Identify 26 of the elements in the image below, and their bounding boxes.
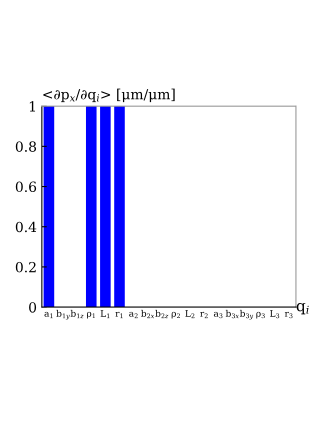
x-tick-label: L$_{3}$	[270, 310, 280, 318]
x-tick-label: ρ$_{3}$	[256, 312, 265, 319]
x-axis-title: q$_{i}$	[296, 303, 309, 314]
x-tick-label: r$_{3}$	[284, 312, 292, 318]
y-tick-label: 1	[30, 101, 36, 112]
x-tick-label: a$_{2}$	[129, 312, 138, 318]
y-tick-label: 0.8	[16, 141, 36, 152]
x-tick-label: b$_{3y}$	[240, 310, 254, 320]
x-tick-label: b$_{2x}$	[141, 310, 154, 318]
x-tick-label: a$_{3}$	[214, 312, 222, 318]
y-tick-label: 0	[29, 302, 36, 313]
y-tick-label: 0.2	[16, 262, 36, 272]
x-tick-label: b$_{2z}$	[155, 310, 168, 318]
x-tick-label: r$_{1}$	[115, 312, 123, 318]
x-tick-label: L$_{1}$	[100, 310, 110, 318]
chart-title: <∂p$_{x}$/∂q$_{i}$> [μm/μm]	[43, 88, 175, 102]
x-tick-label: a$_{1}$	[44, 312, 53, 318]
x-tick-label: ρ$_{1}$	[87, 312, 95, 319]
x-tick-label: r$_{2}$	[200, 312, 208, 318]
x-tick-label: b$_{3x}$	[226, 310, 239, 318]
x-tick-label: b$_{1y}$	[56, 310, 70, 320]
y-tick-label: 0.6	[16, 182, 36, 192]
x-tick-label: L$_{2}$	[185, 310, 194, 318]
x-tick-label: b$_{1z}$	[70, 310, 84, 318]
x-tick-label: ρ$_{2}$	[172, 312, 180, 319]
y-tick-label: 0.4	[16, 222, 36, 232]
